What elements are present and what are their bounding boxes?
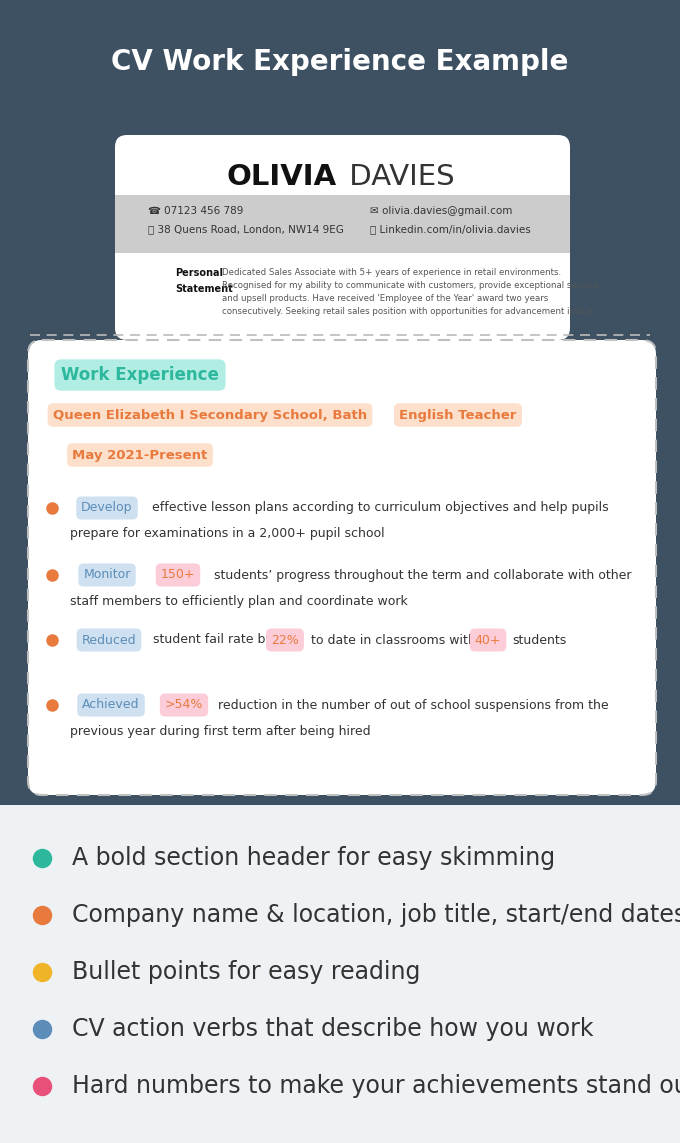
- Text: student fail rate by: student fail rate by: [153, 633, 273, 647]
- Text: Achieved: Achieved: [82, 698, 140, 711]
- Text: Reduced: Reduced: [82, 633, 136, 647]
- Text: Personal
Statement: Personal Statement: [175, 267, 233, 295]
- Text: English Teacher: English Teacher: [399, 408, 517, 422]
- Text: OLIVIA: OLIVIA: [227, 163, 337, 191]
- Text: DAVIES: DAVIES: [340, 163, 455, 191]
- Text: CV Work Experience Example: CV Work Experience Example: [112, 48, 568, 75]
- Text: ✉ olivia.davies@gmail.com: ✉ olivia.davies@gmail.com: [370, 206, 512, 216]
- Text: Monitor: Monitor: [84, 568, 131, 582]
- Text: effective lesson plans according to curriculum objectives and help pupils: effective lesson plans according to curr…: [152, 502, 609, 514]
- Text: ⦾ 38 Quens Road, London, NW14 9EG: ⦾ 38 Quens Road, London, NW14 9EG: [148, 224, 344, 234]
- Text: 150+: 150+: [160, 568, 195, 582]
- Text: Develop: Develop: [81, 502, 133, 514]
- Bar: [0, 115, 680, 345]
- FancyBboxPatch shape: [28, 339, 656, 796]
- Text: previous year during first term after being hired: previous year during first term after be…: [70, 725, 371, 737]
- Text: Hard numbers to make your achievements stand out: Hard numbers to make your achievements s…: [72, 1074, 680, 1098]
- Text: Company name & location, job title, start/end dates: Company name & location, job title, star…: [72, 903, 680, 927]
- Text: students’ progress throughout the term and collaborate with other: students’ progress throughout the term a…: [214, 568, 632, 582]
- Text: May 2021-Present: May 2021-Present: [72, 448, 207, 462]
- Text: Queen Elizabeth I Secondary School, Bath: Queen Elizabeth I Secondary School, Bath: [53, 408, 367, 422]
- Text: reduction in the number of out of school suspensions from the: reduction in the number of out of school…: [218, 698, 609, 711]
- Text: CV action verbs that describe how you work: CV action verbs that describe how you wo…: [72, 1017, 594, 1041]
- Text: ⦾ Linkedin.com/in/olivia.davies: ⦾ Linkedin.com/in/olivia.davies: [370, 224, 531, 234]
- Text: staff members to efficiently plan and coordinate work: staff members to efficiently plan and co…: [70, 594, 408, 607]
- FancyBboxPatch shape: [115, 135, 570, 339]
- Text: A bold section header for easy skimming: A bold section header for easy skimming: [72, 846, 555, 870]
- Bar: [0, 0, 680, 115]
- Text: Bullet points for easy reading: Bullet points for easy reading: [72, 960, 420, 984]
- Text: 40+: 40+: [475, 633, 501, 647]
- Text: ☎ 07123 456 789: ☎ 07123 456 789: [148, 206, 243, 216]
- Text: students: students: [512, 633, 566, 647]
- Text: prepare for examinations in a 2,000+ pupil school: prepare for examinations in a 2,000+ pup…: [70, 528, 385, 541]
- Text: >54%: >54%: [165, 698, 203, 711]
- FancyBboxPatch shape: [115, 195, 570, 253]
- Text: Dedicated Sales Associate with 5+ years of experience in retail environments.
Re: Dedicated Sales Associate with 5+ years …: [222, 267, 600, 315]
- Text: to date in classrooms with: to date in classrooms with: [311, 633, 476, 647]
- Bar: [0, 805, 680, 1143]
- Text: 22%: 22%: [271, 633, 299, 647]
- Text: Work Experience: Work Experience: [61, 366, 219, 384]
